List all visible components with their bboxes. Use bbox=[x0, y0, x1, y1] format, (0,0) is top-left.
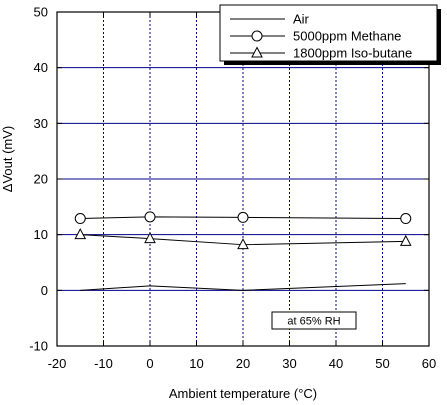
x-tick-label: 0 bbox=[146, 356, 153, 371]
legend-item: 5000ppm Methane bbox=[230, 29, 401, 44]
y-tick-label: 50 bbox=[34, 5, 48, 20]
legend-label: 1800ppm Iso-butane bbox=[293, 46, 412, 61]
series-1 bbox=[80, 283, 406, 291]
y-tick-label: 0 bbox=[41, 283, 48, 298]
legend-label: Air bbox=[293, 12, 310, 27]
series-line bbox=[80, 283, 406, 291]
annotation-box bbox=[271, 311, 357, 330]
data-point bbox=[237, 238, 249, 250]
legend: Air 5000ppm Methane 1800ppm Iso-butane bbox=[219, 4, 441, 65]
y-axis-title: ΔVout (mV) bbox=[0, 126, 15, 192]
legend-item: Air bbox=[230, 12, 310, 27]
legend-label: 5000ppm Methane bbox=[293, 29, 401, 44]
legend-item: 1800ppm Iso-butane bbox=[230, 46, 412, 61]
x-tick-label: 40 bbox=[329, 356, 343, 371]
data-point bbox=[399, 234, 412, 246]
y-axis-ticks: -10 0 10 20 30 40 50 bbox=[29, 5, 429, 354]
series-2 bbox=[74, 211, 412, 225]
data-point bbox=[74, 228, 87, 240]
legend-items: Air 5000ppm Methane 1800ppm Iso-butane bbox=[230, 12, 412, 61]
x-tick-label: -20 bbox=[48, 356, 67, 371]
x-axis-ticks: -20 -10 0 10 20 30 40 50 60 bbox=[48, 12, 436, 371]
y-tick-label: 40 bbox=[34, 60, 48, 75]
y-tick-label: 30 bbox=[34, 116, 48, 131]
x-tick-label: 50 bbox=[375, 356, 389, 371]
x-tick-label: 30 bbox=[282, 356, 296, 371]
x-tick-label: -10 bbox=[94, 356, 113, 371]
x-tick-label: 20 bbox=[236, 356, 250, 371]
series-line bbox=[80, 234, 406, 246]
series-line bbox=[80, 216, 406, 220]
x-tick-label: 10 bbox=[189, 356, 203, 371]
y-tick-label: 20 bbox=[34, 172, 48, 187]
y-tick-label: -10 bbox=[29, 339, 48, 354]
legend-marker bbox=[251, 46, 263, 58]
legend-marker bbox=[251, 30, 263, 42]
annotation: at 65% RH bbox=[271, 311, 357, 330]
series-3 bbox=[74, 228, 412, 250]
grid bbox=[57, 12, 429, 346]
data-point bbox=[74, 213, 86, 225]
data-point bbox=[144, 231, 156, 244]
data-point bbox=[237, 211, 249, 223]
series-layer bbox=[74, 211, 412, 291]
x-tick-label: 60 bbox=[422, 356, 436, 371]
data-point bbox=[400, 213, 412, 225]
y-tick-label: 10 bbox=[34, 227, 48, 242]
data-point bbox=[144, 211, 156, 223]
x-axis-title: Ambient temperature (°C) bbox=[169, 386, 317, 401]
annotation-text: at 65% RH bbox=[287, 316, 340, 328]
